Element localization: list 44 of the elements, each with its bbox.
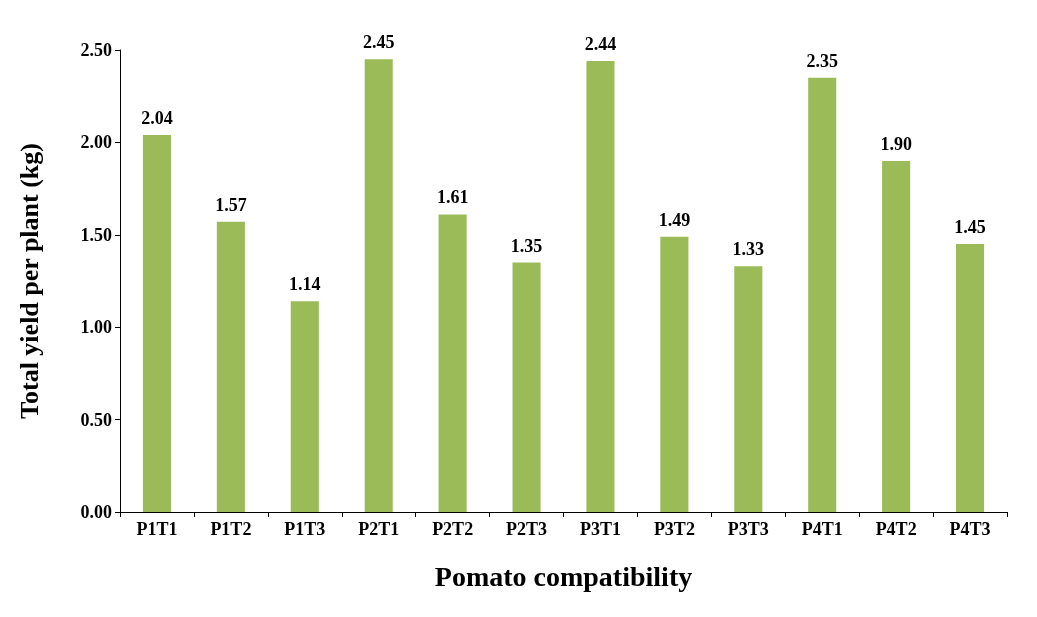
- x-tick-label: P4T1: [801, 519, 843, 539]
- data-label: 1.45: [954, 217, 986, 238]
- bar: [512, 262, 541, 512]
- x-axis-title: Pomato compatibility: [434, 560, 693, 592]
- data-label: 1.14: [289, 274, 321, 295]
- y-tick-label: 2.50: [80, 40, 112, 60]
- data-label: 1.33: [732, 239, 765, 260]
- data-label: 1.49: [658, 209, 691, 230]
- y-tick-label: 0.00: [80, 502, 112, 522]
- data-label: 1.61: [436, 187, 469, 208]
- data-label: 2.45: [362, 32, 395, 53]
- data-label: 2.44: [584, 34, 617, 55]
- y-tick-label: 1.00: [80, 317, 112, 338]
- x-tick-label: P4T3: [949, 519, 991, 539]
- x-tick-label: P1T3: [284, 519, 326, 539]
- y-tick-label: 1.50: [80, 224, 112, 245]
- data-label: 2.35: [806, 50, 838, 71]
- bar: [660, 236, 689, 512]
- x-tick-label: P2T1: [358, 519, 400, 539]
- y-tick-label: 0.50: [80, 409, 112, 430]
- x-tick-label: P1T1: [136, 519, 178, 539]
- bar: [734, 266, 763, 512]
- bar: [216, 221, 245, 512]
- bar: [808, 77, 837, 512]
- bar: [290, 301, 319, 512]
- x-tick-label: P3T1: [579, 519, 621, 539]
- bar: [438, 214, 467, 512]
- data-label: 1.35: [510, 235, 543, 256]
- bar: [586, 61, 615, 512]
- bar: [364, 59, 393, 512]
- y-tick-label: 2.00: [80, 132, 112, 153]
- bar: [142, 135, 171, 512]
- x-tick-label: P3T2: [653, 519, 695, 539]
- x-tick-label: P4T2: [875, 519, 917, 539]
- data-label: 2.04: [141, 108, 173, 129]
- x-tick-label: P2T2: [432, 519, 474, 539]
- data-label: 1.57: [215, 194, 247, 215]
- data-label: 1.90: [880, 133, 912, 154]
- x-tick-label: P2T3: [506, 519, 548, 539]
- x-tick-label: P1T2: [210, 519, 252, 539]
- bar: [956, 244, 985, 512]
- x-tick-label: P3T3: [727, 519, 769, 539]
- y-axis-title: Total yield per plant (kg): [14, 143, 44, 419]
- bar: [882, 160, 911, 512]
